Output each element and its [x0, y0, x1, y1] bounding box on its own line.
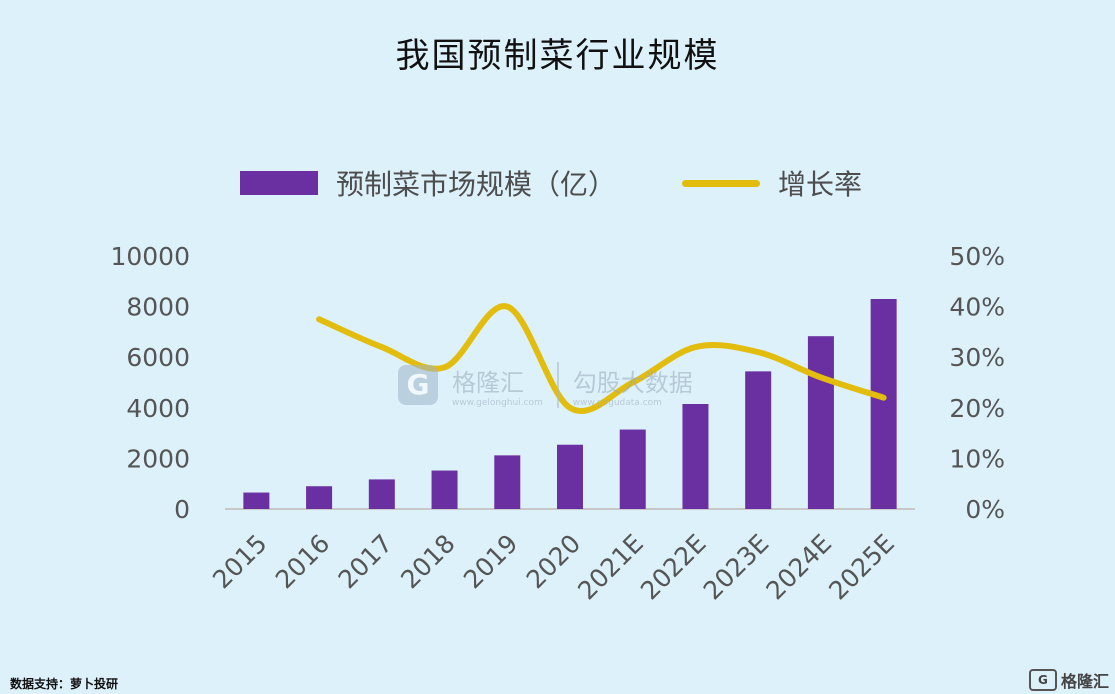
y-right-tick-label: 50%	[949, 242, 1005, 271]
bar	[494, 455, 521, 509]
corner-logo-icon: G	[1028, 669, 1057, 691]
bar	[557, 444, 583, 509]
watermark-brand-b-url: www.gogudata.com	[572, 397, 662, 408]
watermark-logo-icon: G	[398, 365, 438, 405]
y-right-tick-label: 40%	[949, 293, 1005, 322]
y-right-tick-label: 20%	[949, 394, 1005, 423]
watermark-divider	[556, 362, 559, 408]
y-left-tick-label: 6000	[126, 343, 190, 372]
x-tick-label: 2022E	[635, 529, 712, 606]
legend-bar-label: 预制菜市场规模（亿）	[336, 168, 617, 201]
x-tick-label: 2019	[458, 529, 523, 594]
bar	[870, 299, 897, 509]
watermark: G 格隆汇 www.gelonghui.com 勾股大数据 www.goguda…	[398, 362, 693, 408]
y-right-tick-label: 0%	[965, 495, 1005, 524]
bar	[368, 479, 395, 509]
y-left-tick-label: 4000	[126, 394, 190, 423]
x-tick-label: 2023E	[698, 529, 775, 606]
bar	[619, 429, 646, 509]
legend: 预制菜市场规模（亿） 增长率	[240, 163, 862, 203]
y-left-tick-label: 8000	[126, 293, 190, 322]
x-tick-label: 2024E	[760, 529, 837, 606]
x-tick-label: 2025E	[823, 529, 900, 606]
x-tick-label: 2016	[270, 529, 335, 594]
y-right-tick-label: 10%	[949, 444, 1005, 473]
bar	[682, 404, 709, 509]
watermark-brand-a: 格隆汇	[452, 368, 524, 397]
y-left-tick-label: 10000	[110, 242, 190, 271]
y-right-tick-label: 30%	[949, 343, 1005, 372]
bar	[807, 336, 834, 509]
watermark-brand-b: 勾股大数据	[572, 368, 693, 397]
bar	[306, 486, 333, 509]
y-left-tick-label: 2000	[126, 444, 190, 473]
legend-line-swatch	[682, 179, 761, 187]
legend-line-label: 增长率	[778, 168, 863, 201]
x-tick-label: 2021E	[572, 529, 649, 606]
x-tick-label: 2018	[395, 529, 460, 594]
corner-brand: G 格隆汇	[1028, 668, 1109, 692]
x-tick-label: 2015	[207, 529, 272, 594]
x-tick-label: 2017	[333, 529, 398, 594]
corner-brand-text: 格隆汇	[1060, 672, 1109, 691]
legend-bar-swatch	[240, 171, 318, 195]
bar	[243, 492, 270, 509]
y-left-tick-label: 0	[174, 495, 190, 524]
bar	[745, 371, 772, 509]
watermark-brand-a-url: www.gelonghui.com	[452, 397, 543, 408]
data-source: 数据支持：萝卜投研	[10, 677, 119, 691]
bar	[431, 470, 458, 509]
chart-title: 我国预制菜行业规模	[395, 36, 720, 76]
